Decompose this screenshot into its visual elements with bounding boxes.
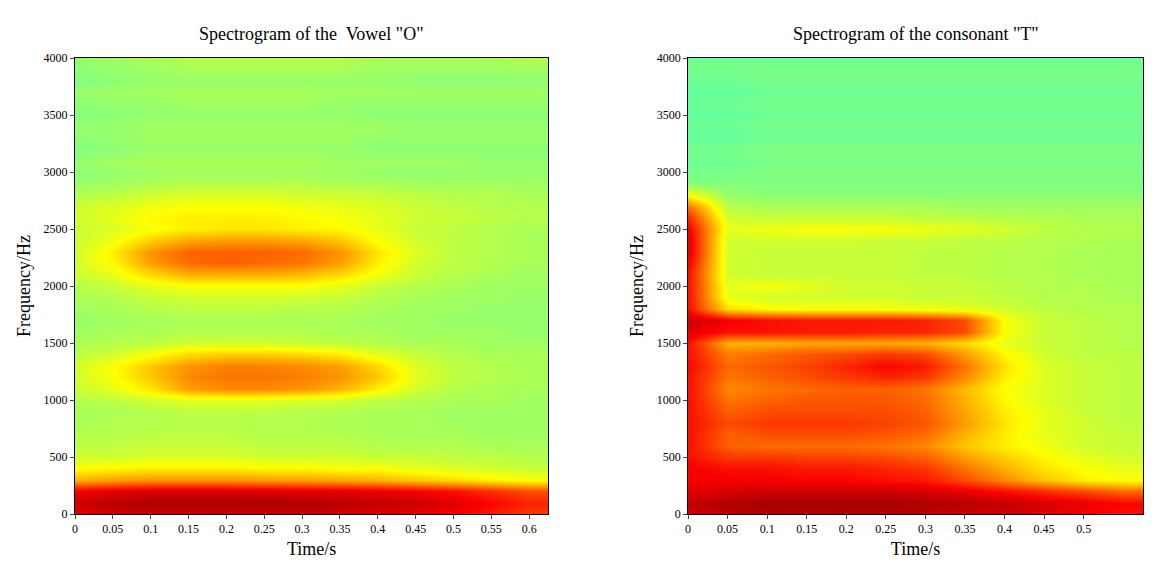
svg-text:0.3: 0.3	[295, 522, 310, 536]
svg-text:0.5: 0.5	[1076, 522, 1091, 536]
svg-text:0.45: 0.45	[405, 522, 426, 536]
svg-text:Time/s: Time/s	[891, 539, 940, 559]
svg-text:0: 0	[72, 522, 78, 536]
svg-text:2500: 2500	[657, 222, 681, 236]
svg-text:0.45: 0.45	[1034, 522, 1055, 536]
svg-text:0.55: 0.55	[481, 522, 502, 536]
svg-text:3500: 3500	[657, 108, 681, 122]
svg-text:0.2: 0.2	[839, 522, 854, 536]
svg-text:0.3: 0.3	[918, 522, 933, 536]
svg-text:0.1: 0.1	[143, 522, 158, 536]
svg-text:0.1: 0.1	[760, 522, 775, 536]
svg-text:2000: 2000	[44, 279, 68, 293]
svg-text:0.05: 0.05	[102, 522, 123, 536]
svg-text:0.5: 0.5	[446, 522, 461, 536]
svg-text:0.2: 0.2	[219, 522, 234, 536]
svg-text:1500: 1500	[44, 336, 68, 350]
svg-text:0.15: 0.15	[178, 522, 199, 536]
svg-text:0: 0	[675, 507, 681, 521]
svg-text:Frequency/Hz: Frequency/Hz	[627, 235, 647, 337]
svg-text:500: 500	[50, 450, 68, 464]
svg-text:0: 0	[685, 522, 691, 536]
svg-text:1000: 1000	[657, 393, 681, 407]
svg-text:3000: 3000	[44, 165, 68, 179]
svg-text:Spectrogram of the consonant ": Spectrogram of the consonant "T"	[793, 24, 1039, 44]
svg-text:0.4: 0.4	[997, 522, 1012, 536]
svg-text:4000: 4000	[657, 51, 681, 65]
svg-text:0.15: 0.15	[796, 522, 817, 536]
svg-text:0.35: 0.35	[954, 522, 975, 536]
svg-text:0: 0	[62, 507, 68, 521]
svg-text:0.05: 0.05	[717, 522, 738, 536]
svg-text:4000: 4000	[44, 51, 68, 65]
svg-text:500: 500	[663, 450, 681, 464]
svg-text:0.35: 0.35	[329, 522, 350, 536]
svg-text:Time/s: Time/s	[287, 539, 336, 559]
svg-text:1000: 1000	[44, 393, 68, 407]
svg-text:Spectrogram of the Vowel "O": Spectrogram of the Vowel "O"	[199, 24, 424, 44]
svg-text:Frequency/Hz: Frequency/Hz	[14, 235, 34, 337]
svg-text:2500: 2500	[44, 222, 68, 236]
svg-text:3500: 3500	[44, 108, 68, 122]
svg-text:0.25: 0.25	[875, 522, 896, 536]
svg-text:2000: 2000	[657, 279, 681, 293]
svg-text:0.25: 0.25	[254, 522, 275, 536]
svg-text:0.6: 0.6	[522, 522, 537, 536]
svg-text:0.4: 0.4	[370, 522, 385, 536]
svg-text:1500: 1500	[657, 336, 681, 350]
svg-text:3000: 3000	[657, 165, 681, 179]
